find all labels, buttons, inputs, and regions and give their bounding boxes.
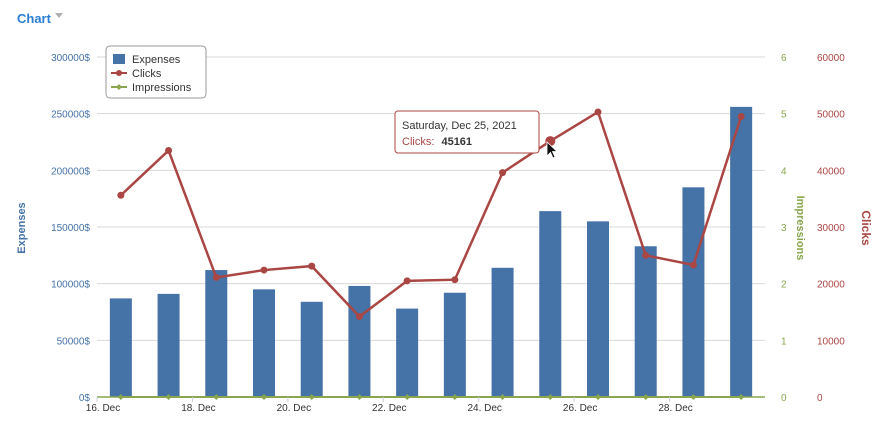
chevron-down-icon[interactable] bbox=[54, 13, 63, 18]
clicks-axis-title: Clicks bbox=[859, 210, 873, 246]
expenses-bar bbox=[730, 106, 753, 397]
impressions-tick-label: 5 bbox=[781, 110, 787, 121]
expenses-bar bbox=[300, 301, 323, 397]
expenses-bar bbox=[491, 267, 514, 397]
clicks-point bbox=[737, 113, 745, 120]
left-tick-label: 150000$ bbox=[51, 223, 90, 234]
chart-header: Chart bbox=[17, 11, 63, 26]
expenses-bar bbox=[634, 246, 657, 397]
grid-lines bbox=[97, 56, 765, 341]
expenses-bar bbox=[253, 289, 275, 397]
clicks-tick-label: 20000 bbox=[817, 280, 845, 291]
x-tick-label: 28. Dec bbox=[658, 403, 692, 414]
impressions-axis: 0 1 2 3 4 5 6 bbox=[781, 53, 787, 404]
expenses-bar bbox=[205, 270, 228, 397]
legend-expenses-label[interactable]: Expenses bbox=[132, 54, 181, 66]
impressions-tick-label: 3 bbox=[781, 223, 787, 234]
expenses-bar bbox=[587, 221, 609, 397]
left-tick-label: 0$ bbox=[79, 393, 91, 404]
left-tick-label: 250000$ bbox=[51, 110, 90, 121]
x-tick-label: 18. Dec bbox=[181, 403, 215, 414]
x-axis: 16. Dec 18. Dec 20. Dec 22. Dec 24. Dec 26. D… bbox=[86, 396, 765, 414]
mouse-cursor-icon bbox=[546, 141, 559, 159]
clicks-point bbox=[689, 261, 697, 269]
legend-expenses-swatch bbox=[113, 54, 125, 64]
legend: Expenses Clicks Impressions bbox=[105, 45, 207, 99]
tooltip-value: 45161 bbox=[441, 136, 472, 148]
legend-clicks-label[interactable]: Clicks bbox=[132, 68, 162, 80]
tooltip-value-line: Clicks: 45161 bbox=[402, 136, 472, 148]
impressions-tick-label: 4 bbox=[781, 166, 787, 177]
impressions-axis-title: Impressions bbox=[794, 196, 806, 261]
clicks-point bbox=[594, 108, 602, 116]
clicks-tick-label: 50000 bbox=[817, 110, 845, 121]
legend-clicks-marker bbox=[116, 70, 122, 76]
tooltip: Saturday, Dec 25, 2021 Clicks: 45161 bbox=[394, 110, 540, 154]
left-tick-label: 300000$ bbox=[51, 53, 90, 64]
clicks-point bbox=[355, 313, 363, 321]
expenses-bar bbox=[682, 187, 705, 397]
expenses-bar bbox=[157, 293, 180, 397]
clicks-point bbox=[403, 277, 411, 285]
impressions-tick-label: 1 bbox=[781, 336, 787, 347]
left-tick-label: 50000$ bbox=[57, 336, 91, 347]
clicks-point bbox=[117, 191, 125, 199]
x-tick-label: 20. Dec bbox=[277, 403, 311, 414]
left-axis-title: Expenses bbox=[16, 202, 28, 253]
clicks-tick-label: 0 bbox=[817, 393, 823, 404]
chart-title: Chart bbox=[17, 11, 51, 26]
x-tick-label: 22. Dec bbox=[372, 403, 406, 414]
clicks-point bbox=[642, 251, 650, 259]
clicks-point bbox=[212, 273, 220, 281]
left-tick-label: 200000$ bbox=[51, 166, 90, 177]
expenses-bar bbox=[348, 285, 371, 397]
expenses-bar bbox=[443, 292, 466, 397]
legend-impressions-marker bbox=[116, 84, 122, 90]
clicks-tick-label: 10000 bbox=[817, 336, 845, 347]
clicks-point bbox=[260, 266, 268, 274]
clicks-tick-label: 40000 bbox=[817, 166, 845, 177]
left-tick-label: 100000$ bbox=[51, 280, 90, 291]
clicks-axis: 0 10000 20000 30000 40000 50000 60000 bbox=[817, 53, 845, 404]
left-axis: 0$ 50000$ 100000$ 150000$ 200000$ 250000$ 3000… bbox=[51, 53, 90, 404]
clicks-series bbox=[117, 108, 745, 321]
expenses-bar bbox=[396, 308, 419, 397]
x-tick-label: 24. Dec bbox=[467, 403, 501, 414]
legend-box bbox=[105, 45, 207, 99]
impressions-tick-label: 6 bbox=[781, 53, 787, 64]
impressions-tick-label: 2 bbox=[781, 280, 787, 291]
tooltip-date: Saturday, Dec 25, 2021 bbox=[402, 120, 517, 132]
clicks-line bbox=[120, 110, 743, 319]
clicks-point bbox=[165, 147, 173, 154]
impressions-tick-label: 0 bbox=[781, 393, 787, 404]
clicks-tick-label: 60000 bbox=[817, 53, 845, 64]
x-tick-label: 16. Dec bbox=[86, 403, 120, 414]
clicks-point bbox=[499, 169, 507, 177]
expenses-bar bbox=[539, 211, 562, 397]
tooltip-box bbox=[394, 110, 540, 154]
expenses-bar bbox=[109, 298, 132, 397]
expenses-bars bbox=[109, 106, 753, 397]
clicks-point bbox=[308, 262, 316, 270]
clicks-point bbox=[451, 276, 459, 284]
clicks-tick-label: 30000 bbox=[817, 223, 845, 234]
tooltip-series: Clicks: bbox=[402, 136, 434, 148]
legend-impressions-label[interactable]: Impressions bbox=[132, 82, 192, 94]
x-tick-label: 26. Dec bbox=[563, 403, 597, 414]
